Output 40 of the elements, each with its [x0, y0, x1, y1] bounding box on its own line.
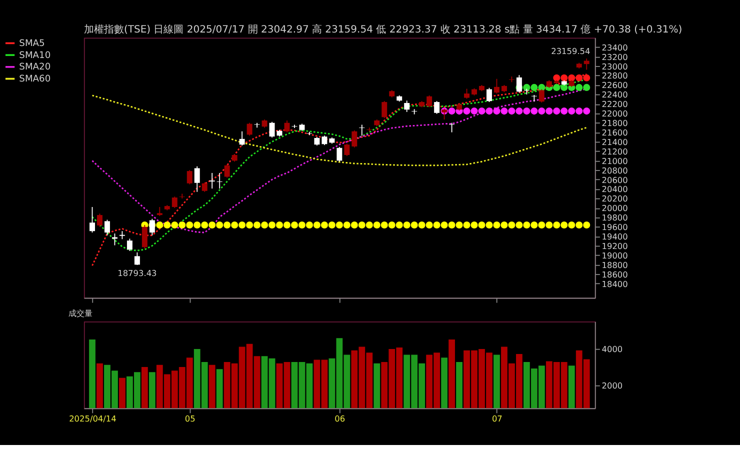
annotation: 18793.43 [118, 268, 157, 278]
y-tick-label: 20400 [602, 184, 628, 194]
y-tick-label: 18600 [602, 269, 628, 280]
legend-label: SMA20 [19, 62, 51, 73]
chart-title: 加權指數(TSE) 日線圖 2025/07/17 開 23042.97 高 23159.54 低 22923.37 收 23113.28 s點 量 3434.17 億 +70.38 (+0.31%) [84, 23, 682, 36]
chart-title: 成交量 [68, 308, 93, 318]
y-tick-label: 23400 [602, 42, 628, 52]
x-tick-label: 07 [492, 413, 502, 424]
y-tick-label: 22000 [602, 108, 628, 119]
y-tick-label: 2000 [602, 380, 623, 390]
y-tick-label: 18800 [602, 260, 628, 270]
y-tick-label: 22600 [602, 80, 628, 90]
y-tick-label: 22800 [602, 70, 628, 81]
y-tick-label: 22400 [602, 90, 628, 100]
x-tick-label: 06 [334, 413, 346, 424]
y-tick-label: 19200 [602, 240, 628, 251]
y-tick-label: 19600 [602, 222, 628, 232]
y-tick-label: 21400 [602, 136, 628, 147]
y-tick-label: 21600 [602, 127, 628, 138]
y-tick-label: 20600 [602, 174, 628, 185]
y-tick-label: 20800 [602, 165, 628, 176]
annotation: 23159.54 [551, 46, 590, 56]
x-tick-label: 05 [184, 413, 196, 424]
y-tick-label: 21000 [602, 156, 628, 166]
y-tick-label: 23200 [602, 52, 628, 62]
y-tick-label: 23000 [602, 61, 628, 72]
legend-label: SMA60 [19, 74, 51, 85]
y-tick-label: 19800 [602, 212, 628, 223]
y-tick-label: 4000 [602, 344, 623, 354]
legend-label: SMA5 [19, 38, 45, 49]
y-tick-label: 22200 [602, 99, 628, 110]
y-tick-label: 19000 [602, 250, 628, 260]
y-tick-label: 21200 [602, 146, 628, 156]
y-tick-label: 20200 [602, 194, 628, 204]
x-tick-label: 2025/04/14 [69, 413, 116, 424]
y-tick-label: 20000 [602, 203, 628, 214]
y-tick-label: 21800 [602, 118, 628, 128]
y-tick-label: 19400 [602, 232, 628, 242]
y-tick-label: 18400 [602, 278, 628, 289]
legend-label: SMA10 [19, 50, 51, 61]
